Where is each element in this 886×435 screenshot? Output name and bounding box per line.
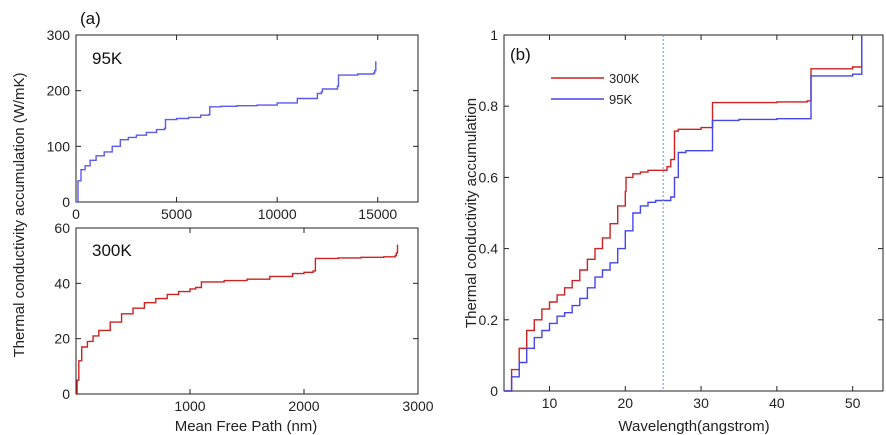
y-tick-label: 1 [490,27,498,43]
x-tick-label: 1000 [174,398,205,414]
x-tick-label: 40 [769,395,785,411]
x-tick-label: 50 [845,395,861,411]
y-tick-label: 40 [54,275,70,291]
legend-label-95k: 95K [609,92,632,107]
y-tick-label: 0 [62,386,70,402]
plot-frame [75,227,419,395]
y-tick-label: 60 [54,220,70,236]
x-tick-label: 30 [693,395,709,411]
y-tick-label: 300 [47,27,71,43]
series-line-0 [76,61,377,203]
annotation-300k: 300K [92,241,132,260]
x-axis-label: Mean Free Path (nm) [175,418,318,435]
panel-a-lower: 1000 2000 3000 0 20 40 60 300K Mean Free Path (n… [54,220,433,435]
x-tick-label: 10000 [258,206,297,222]
panel-label: (a) [80,9,101,28]
series-line-300k [504,35,863,392]
y-tick-label: 0.2 [479,312,499,328]
y-tick-label: 0.4 [479,241,499,257]
panel-a-upper: 0 5000 10000 15000 0 100 200 300 (a) 95K Thermal c… [11,9,419,358]
y-tick-label: 0 [62,194,70,210]
series-line-0 [76,244,399,395]
x-tick-label: 5000 [161,206,192,222]
panel-label: (b) [510,45,531,64]
x-axis-label: Wavelength(angstrom) [618,418,769,435]
series-line-95k [504,35,863,392]
y-tick-label: 0 [490,383,498,399]
x-tick-label: 15000 [358,206,397,222]
legend-label-300k: 300K [609,71,640,86]
y-axis-label: Thermal conductivity accumulation [463,98,480,328]
y-tick-label: 0.6 [479,169,499,185]
y-tick-label: 100 [47,138,71,154]
x-tick-label: 10 [542,395,558,411]
x-tick-label: 3000 [402,398,433,414]
x-tick-label: 20 [617,395,633,411]
annotation-95k: 95K [92,49,123,68]
panel-b: 10 20 30 40 50 0 0.2 0.4 0.6 0.8 1 (b) 300K 95K Therma… [463,27,884,435]
y-tick-label: 0.8 [479,98,499,114]
plot-frame [503,34,884,392]
plot-frame [75,34,419,203]
x-tick-label: 2000 [288,398,319,414]
x-tick-label: 0 [72,206,80,222]
y-tick-label: 200 [47,83,71,99]
y-axis-label: Thermal conductivity accumulation (W/mK) [11,72,28,357]
y-tick-label: 20 [54,331,70,347]
